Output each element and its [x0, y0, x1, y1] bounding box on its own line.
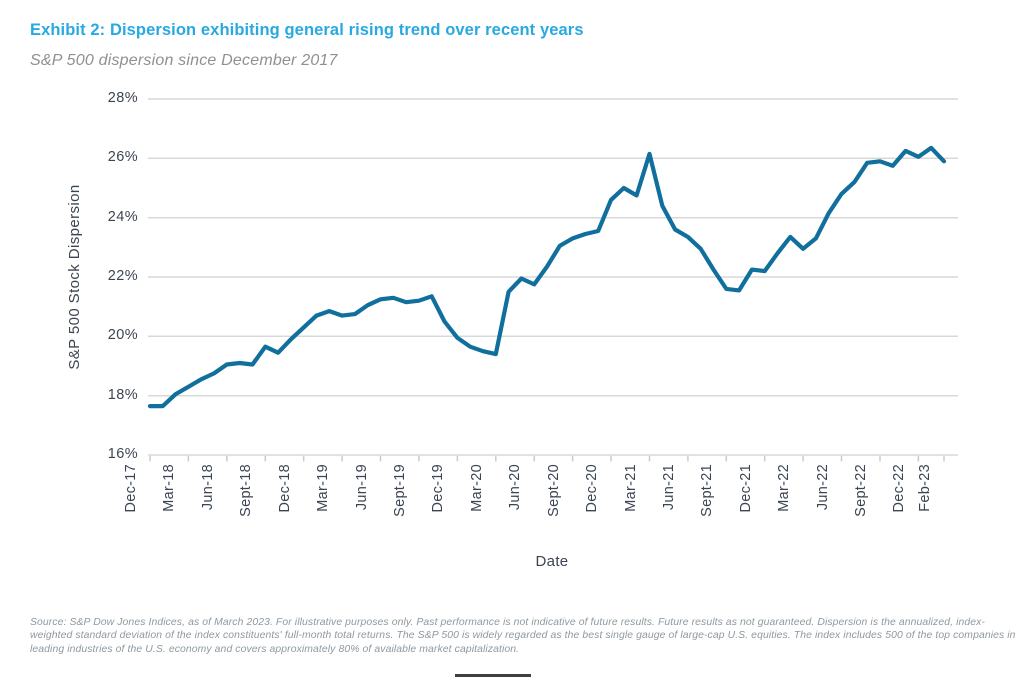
x-tick-label: Sept-18 [238, 464, 255, 517]
x-tick-label: Sept-20 [545, 464, 562, 517]
x-tick-label: Jun-22 [814, 464, 831, 511]
dispersion-line-chart: S&P 500 Stock Dispersion Date 16% 18% 20% 2… [66, 90, 958, 570]
x-tick-label: Feb-23 [917, 464, 933, 512]
y-tick-label: 22% [107, 268, 138, 284]
x-axis-title: Date [535, 553, 569, 570]
y-tick-label: 20% [107, 327, 138, 344]
x-tick-label: Jun-20 [507, 464, 524, 511]
x-tick-label: Sept-19 [391, 464, 408, 517]
x-tick-label: Dec-17 [123, 464, 139, 513]
source-footnote: Source: S&P Dow Jones Indices, as of Mar… [30, 617, 1016, 655]
x-tick-label: Jun-19 [353, 464, 370, 511]
x-tick-label: Mar-21 [622, 464, 639, 512]
x-tick-label: Jun-21 [660, 464, 677, 511]
y-tick-label: 24% [107, 208, 138, 225]
x-tick-label: Mar-20 [468, 464, 485, 512]
y-tick-label: 26% [107, 149, 138, 166]
y-tick-label: 28% [107, 90, 138, 106]
x-tick-label: Mar-19 [315, 464, 332, 512]
bottom-crop-bar [455, 674, 531, 677]
x-tick-label: Sept-22 [853, 464, 869, 517]
y-tick-label: 18% [107, 386, 138, 403]
x-tick-label: Mar-18 [161, 464, 178, 512]
exhibit-subtitle: S&P 500 dispersion since December 2017 [30, 52, 338, 69]
x-tick-label: Dec-18 [276, 464, 293, 513]
x-tick-label: Dec-21 [737, 464, 754, 513]
x-tick-label: Mar-22 [776, 464, 793, 512]
x-tick-label: Dec-20 [584, 464, 600, 513]
chart-plot-area [147, 98, 958, 462]
dispersion-series-line [147, 145, 947, 409]
y-tick-label: 16% [107, 446, 138, 462]
x-tick-label: Dec-19 [430, 464, 447, 513]
x-tick-label: Sept-21 [699, 464, 716, 517]
x-tick-label: Jun-18 [199, 464, 216, 511]
exhibit-title: Exhibit 2: Dispersion exhibiting general… [30, 21, 584, 39]
x-tick-label: Dec-22 [891, 464, 908, 513]
